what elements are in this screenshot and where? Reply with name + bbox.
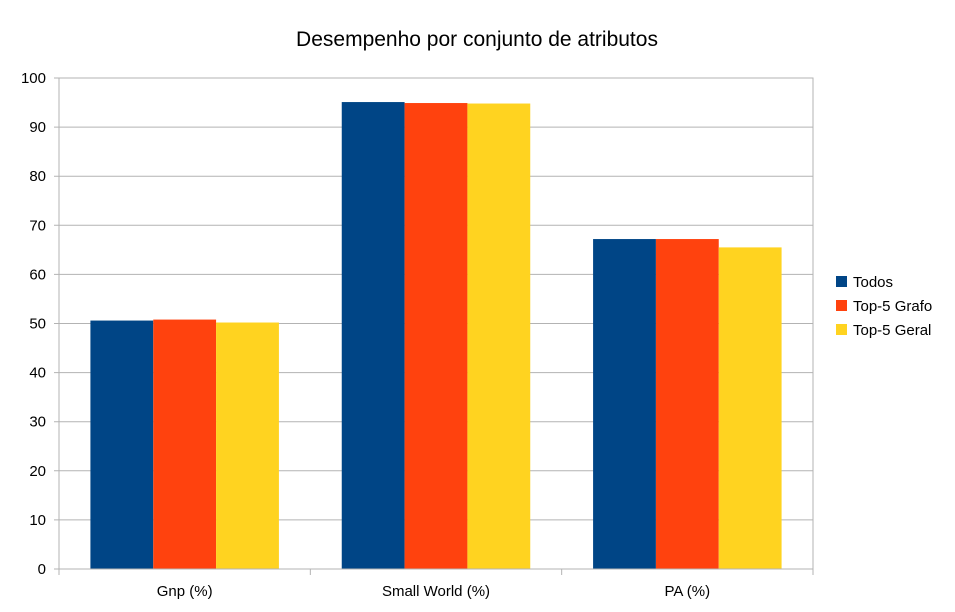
bar (718, 247, 782, 569)
y-tick-label: 10 (29, 512, 46, 529)
y-tick-label: 0 (38, 561, 46, 578)
legend-swatch (836, 300, 847, 311)
y-tick-labels: 0 10 20 30 40 50 60 70 80 90 100 (21, 70, 46, 578)
y-tick-label: 90 (29, 119, 46, 136)
y-tick-label: 30 (29, 414, 46, 431)
bar (467, 103, 531, 570)
bar (216, 322, 279, 569)
legend-label: Top-5 Grafo (853, 298, 932, 315)
y-tick-label: 100 (21, 70, 46, 87)
legend-label: Top-5 Geral (853, 322, 931, 339)
y-tick-label: 60 (29, 266, 46, 283)
y-tick-label: 50 (29, 316, 46, 333)
y-tick-label: 40 (29, 365, 46, 382)
legend-label: Todos (853, 274, 893, 291)
legend-swatch (836, 324, 847, 335)
bar (404, 103, 468, 569)
bar (341, 102, 405, 570)
y-tick-label: 70 (29, 217, 46, 234)
y-tick-label: 20 (29, 463, 46, 480)
x-tick-labels: Gnp (%) Small World (%) PA (%) (157, 583, 710, 600)
x-tick-label: Small World (%) (382, 583, 490, 600)
chart-title: Desempenho por conjunto de atributos (296, 28, 658, 51)
plot-frame (58, 77, 814, 570)
bar (655, 239, 719, 569)
x-tick-label: PA (%) (665, 583, 711, 600)
y-tick-label: 80 (29, 168, 46, 185)
x-tick-label: Gnp (%) (157, 583, 213, 600)
bar (593, 239, 656, 569)
bar (90, 320, 154, 569)
bars (90, 102, 782, 570)
bar (153, 319, 217, 569)
legend-swatch (836, 276, 847, 287)
axes (58, 77, 814, 575)
legend: Todos Top-5 Grafo Top-5 Geral (836, 274, 932, 339)
